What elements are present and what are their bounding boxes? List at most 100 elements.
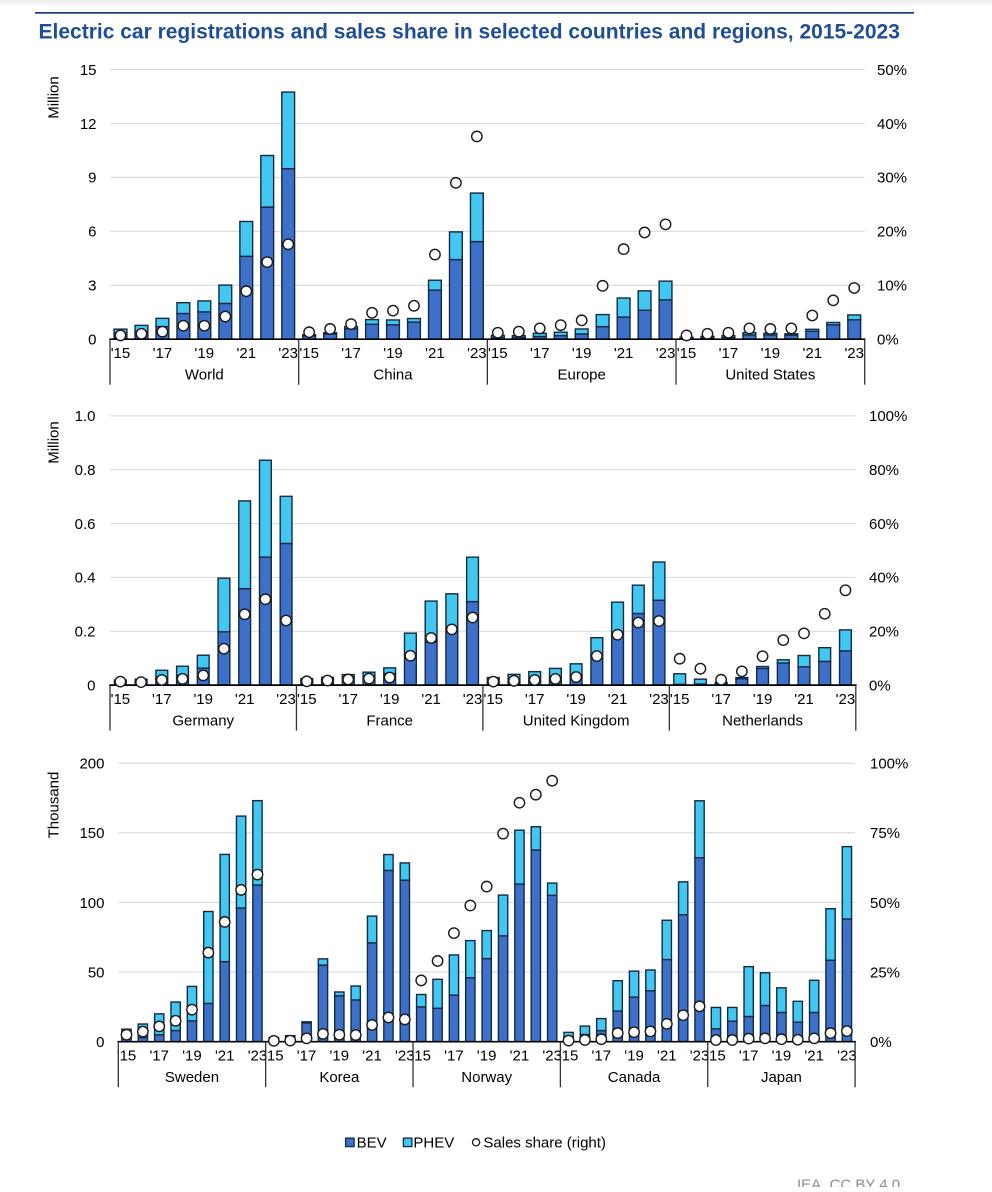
svg-text:'19: '19 — [772, 1048, 792, 1065]
svg-text:Thousand: Thousand — [46, 772, 63, 839]
svg-text:80%: 80% — [869, 462, 899, 479]
svg-text:IEA. CC BY 4.0: IEA. CC BY 4.0 — [797, 1177, 900, 1188]
svg-text:3: 3 — [88, 278, 96, 295]
svg-text:6: 6 — [88, 224, 96, 241]
svg-text:'15: '15 — [483, 691, 503, 708]
svg-text:0%: 0% — [870, 1034, 892, 1051]
svg-text:'17: '17 — [525, 691, 545, 708]
svg-text:'21: '21 — [425, 345, 445, 362]
svg-text:15: 15 — [80, 62, 97, 79]
svg-text:'15: '15 — [117, 1048, 137, 1065]
svg-text:'17: '17 — [592, 1048, 612, 1065]
svg-text:PHEV: PHEV — [413, 1135, 454, 1152]
svg-text:'15: '15 — [488, 345, 508, 362]
svg-text:0: 0 — [87, 677, 95, 694]
svg-text:0.4: 0.4 — [75, 570, 96, 587]
svg-text:'21: '21 — [657, 1048, 677, 1065]
svg-text:'19: '19 — [624, 1048, 644, 1065]
svg-text:'15: '15 — [411, 1048, 431, 1065]
svg-text:'21: '21 — [215, 1048, 235, 1065]
svg-text:'23: '23 — [656, 345, 676, 362]
svg-text:10%: 10% — [877, 278, 907, 295]
svg-text:100%: 100% — [870, 756, 908, 773]
svg-text:BEV: BEV — [357, 1135, 387, 1152]
svg-text:'21: '21 — [236, 345, 256, 362]
svg-text:'17: '17 — [711, 691, 731, 708]
svg-text:'19: '19 — [330, 1048, 350, 1065]
svg-text:'17: '17 — [739, 1048, 759, 1065]
svg-text:'17: '17 — [530, 345, 550, 362]
svg-text:'23: '23 — [844, 345, 864, 362]
svg-text:'21: '21 — [804, 1048, 824, 1065]
svg-text:'23: '23 — [278, 345, 298, 362]
svg-text:'21: '21 — [614, 345, 634, 362]
svg-text:'15: '15 — [264, 1048, 284, 1065]
svg-text:'15: '15 — [559, 1048, 579, 1065]
svg-text:'21: '21 — [421, 691, 441, 708]
svg-text:Germany: Germany — [172, 712, 234, 729]
svg-text:'21: '21 — [510, 1048, 530, 1065]
svg-text:'19: '19 — [477, 1048, 497, 1065]
svg-text:'17: '17 — [444, 1048, 464, 1065]
svg-text:'19: '19 — [753, 691, 773, 708]
svg-text:1.0: 1.0 — [75, 408, 96, 425]
svg-text:'15: '15 — [299, 345, 319, 362]
svg-text:9: 9 — [88, 170, 96, 187]
svg-text:'21: '21 — [235, 691, 255, 708]
svg-text:'23: '23 — [463, 691, 483, 708]
svg-text:'23: '23 — [276, 691, 296, 708]
svg-text:Sales share (right): Sales share (right) — [483, 1135, 606, 1152]
svg-text:'19: '19 — [193, 691, 213, 708]
svg-text:'19: '19 — [572, 345, 592, 362]
svg-text:'23: '23 — [649, 691, 669, 708]
svg-text:'21: '21 — [362, 1048, 382, 1065]
svg-text:'15: '15 — [297, 691, 317, 708]
svg-text:20%: 20% — [869, 624, 899, 641]
svg-text:0.8: 0.8 — [75, 462, 96, 479]
svg-text:'21: '21 — [803, 345, 823, 362]
svg-text:50%: 50% — [870, 895, 900, 912]
svg-text:China: China — [373, 367, 413, 384]
svg-text:'23: '23 — [837, 1048, 857, 1065]
svg-text:France: France — [366, 712, 413, 729]
svg-text:0%: 0% — [869, 677, 891, 694]
svg-text:20%: 20% — [877, 224, 907, 241]
svg-text:World: World — [185, 367, 224, 384]
svg-text:40%: 40% — [877, 116, 907, 133]
svg-text:0%: 0% — [877, 332, 899, 349]
svg-text:100: 100 — [79, 895, 104, 912]
svg-text:'15: '15 — [677, 345, 697, 362]
svg-text:Million: Million — [46, 76, 63, 119]
svg-text:'19: '19 — [383, 345, 403, 362]
svg-text:'23: '23 — [467, 345, 487, 362]
svg-text:Electric car registrations and: Electric car registrations and sales sha… — [39, 21, 900, 44]
svg-text:'17: '17 — [149, 1048, 169, 1065]
svg-text:'23: '23 — [836, 691, 856, 708]
svg-text:30%: 30% — [877, 170, 907, 187]
svg-text:United States: United States — [725, 367, 815, 384]
svg-text:'19: '19 — [195, 345, 215, 362]
svg-text:12: 12 — [80, 116, 97, 133]
svg-text:'19: '19 — [566, 691, 586, 708]
svg-text:'15: '15 — [111, 691, 131, 708]
svg-text:'17: '17 — [719, 345, 739, 362]
svg-text:Million: Million — [46, 421, 63, 464]
svg-text:Korea: Korea — [319, 1069, 360, 1086]
svg-text:0.2: 0.2 — [75, 624, 96, 641]
svg-text:'15: '15 — [706, 1048, 726, 1065]
svg-text:60%: 60% — [869, 516, 899, 533]
svg-text:100%: 100% — [869, 408, 907, 425]
svg-text:'19: '19 — [380, 691, 400, 708]
svg-text:Sweden: Sweden — [165, 1069, 219, 1086]
svg-text:50: 50 — [88, 964, 105, 981]
svg-text:0.6: 0.6 — [75, 516, 96, 533]
svg-text:40%: 40% — [869, 570, 899, 587]
svg-text:Europe: Europe — [558, 367, 606, 384]
svg-text:'17: '17 — [338, 691, 358, 708]
svg-text:United Kingdom: United Kingdom — [523, 712, 630, 729]
svg-text:'15: '15 — [670, 691, 690, 708]
svg-text:Netherlands: Netherlands — [722, 712, 803, 729]
svg-text:'21: '21 — [608, 691, 628, 708]
svg-text:0: 0 — [96, 1034, 104, 1051]
svg-text:Norway: Norway — [461, 1069, 512, 1086]
